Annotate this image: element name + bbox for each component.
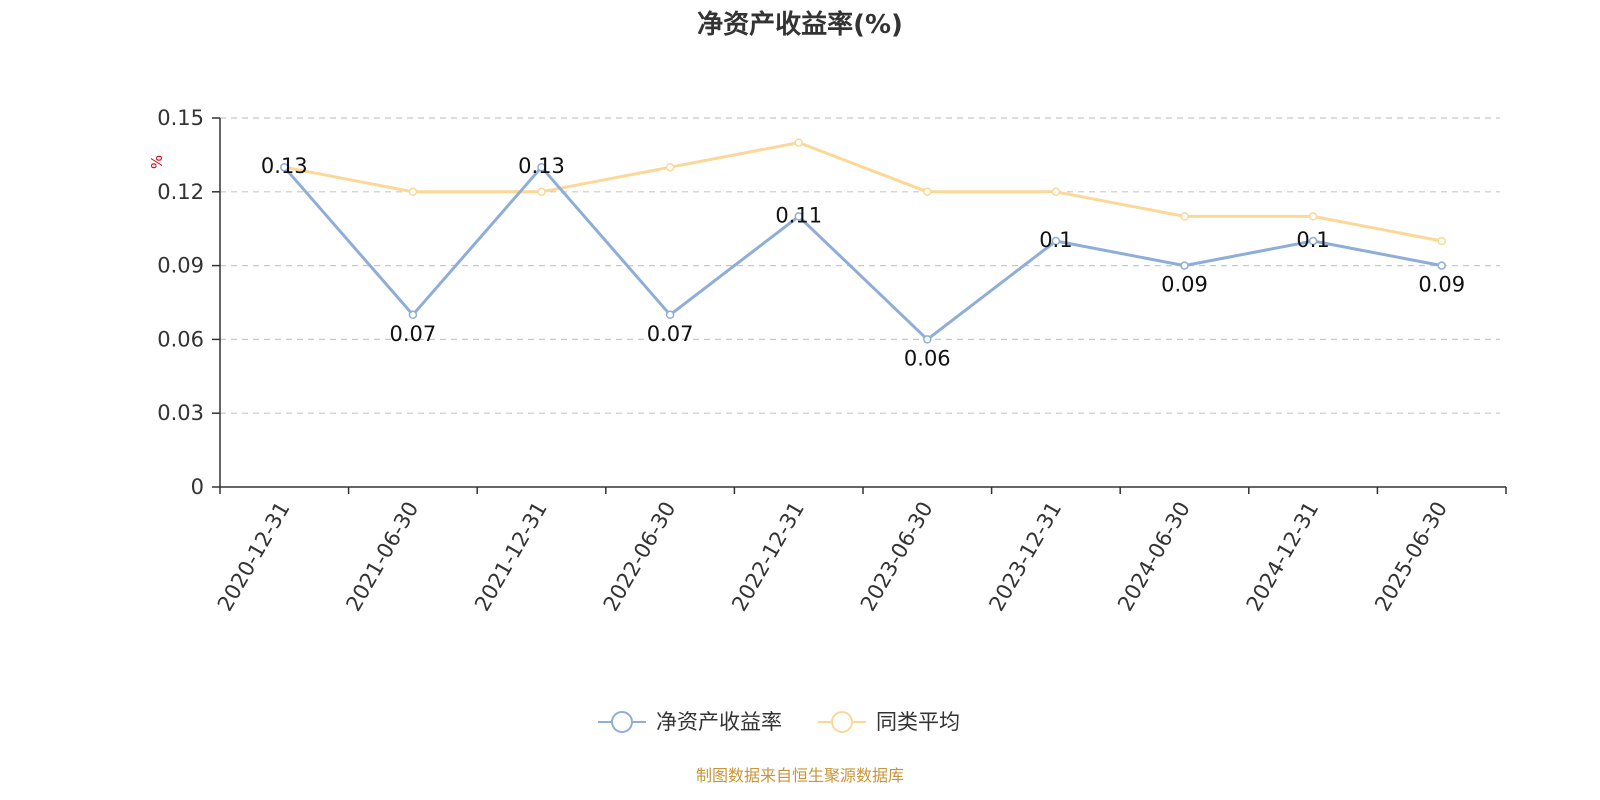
- x-tick-label: 2024-12-31: [1242, 498, 1324, 616]
- data-point[interactable]: [1180, 261, 1189, 270]
- legend[interactable]: 净资产收益率 同类平均: [598, 710, 960, 734]
- data-label: 0.1: [1296, 228, 1329, 252]
- data-label: 0.07: [390, 322, 437, 346]
- data-point[interactable]: [923, 187, 932, 197]
- x-tick-label: 2024-06-30: [1113, 498, 1195, 616]
- data-point[interactable]: [1051, 187, 1061, 197]
- legend-label: 净资产收益率: [656, 710, 782, 734]
- y-tick-label: 0.09: [157, 254, 204, 278]
- series-line-0: [283, 165, 1442, 341]
- data-label: 0.09: [1161, 273, 1208, 297]
- chart-title: 净资产收益率(%): [697, 9, 903, 40]
- x-tick-label: 2023-12-31: [984, 498, 1066, 616]
- data-point[interactable]: [408, 310, 418, 320]
- x-tick-label: 2022-06-30: [599, 498, 681, 616]
- data-label: 0.06: [904, 346, 951, 370]
- series-layer: [280, 138, 1446, 344]
- x-tick-label: 2020-12-31: [213, 498, 295, 616]
- data-label: 0.13: [518, 154, 565, 178]
- data-point[interactable]: [665, 310, 675, 320]
- data-label: 0.11: [775, 203, 822, 227]
- data-point[interactable]: [1180, 212, 1189, 221]
- data-label: 0.09: [1418, 273, 1465, 297]
- x-tick-label: 2023-06-30: [856, 498, 938, 616]
- data-point[interactable]: [1308, 236, 1318, 246]
- legend-label: 同类平均: [876, 710, 960, 734]
- x-tick-label: 2021-06-30: [341, 498, 423, 616]
- x-tick-label: 2025-06-30: [1370, 498, 1452, 616]
- legend-item-0[interactable]: 净资产收益率: [598, 710, 782, 734]
- data-point[interactable]: [794, 212, 803, 221]
- source-note: 制图数据来自恒生聚源数据库: [696, 766, 904, 785]
- legend-item-1[interactable]: 同类平均: [818, 710, 960, 734]
- y-tick-label: 0.03: [157, 401, 204, 425]
- y-tick-label: 0.15: [157, 106, 204, 130]
- gridlines: [220, 117, 1500, 414]
- data-point[interactable]: [408, 187, 418, 197]
- data-point[interactable]: [665, 162, 675, 172]
- y-tick-label: 0.06: [157, 327, 204, 351]
- data-label: 0.1: [1039, 228, 1072, 252]
- y-tick-label: 0: [191, 475, 204, 499]
- data-label: 0.13: [261, 154, 308, 178]
- data-point[interactable]: [923, 335, 932, 344]
- data-point[interactable]: [794, 138, 803, 147]
- data-labels: 0.13 0.07 0.13 0.07 0.11 0.06 0.1 0.09 0.1 0.09: [261, 154, 1465, 370]
- data-point[interactable]: [280, 162, 289, 172]
- y-axis-unit: %: [148, 155, 166, 169]
- data-point[interactable]: [1308, 212, 1318, 221]
- series-line-1: [284, 141, 1442, 243]
- legend-swatch-marker: [611, 711, 633, 733]
- data-label: 0.07: [647, 322, 694, 346]
- y-tick-label: 0.12: [157, 180, 204, 204]
- data-point[interactable]: [1051, 236, 1061, 246]
- x-tick-label: 2022-12-31: [727, 498, 809, 616]
- data-point[interactable]: [1437, 236, 1446, 246]
- x-tick-label: 2021-12-31: [470, 498, 552, 616]
- data-point[interactable]: [537, 187, 546, 197]
- data-point[interactable]: [537, 162, 546, 172]
- data-point[interactable]: [1437, 261, 1446, 270]
- legend-swatch-marker: [831, 711, 853, 733]
